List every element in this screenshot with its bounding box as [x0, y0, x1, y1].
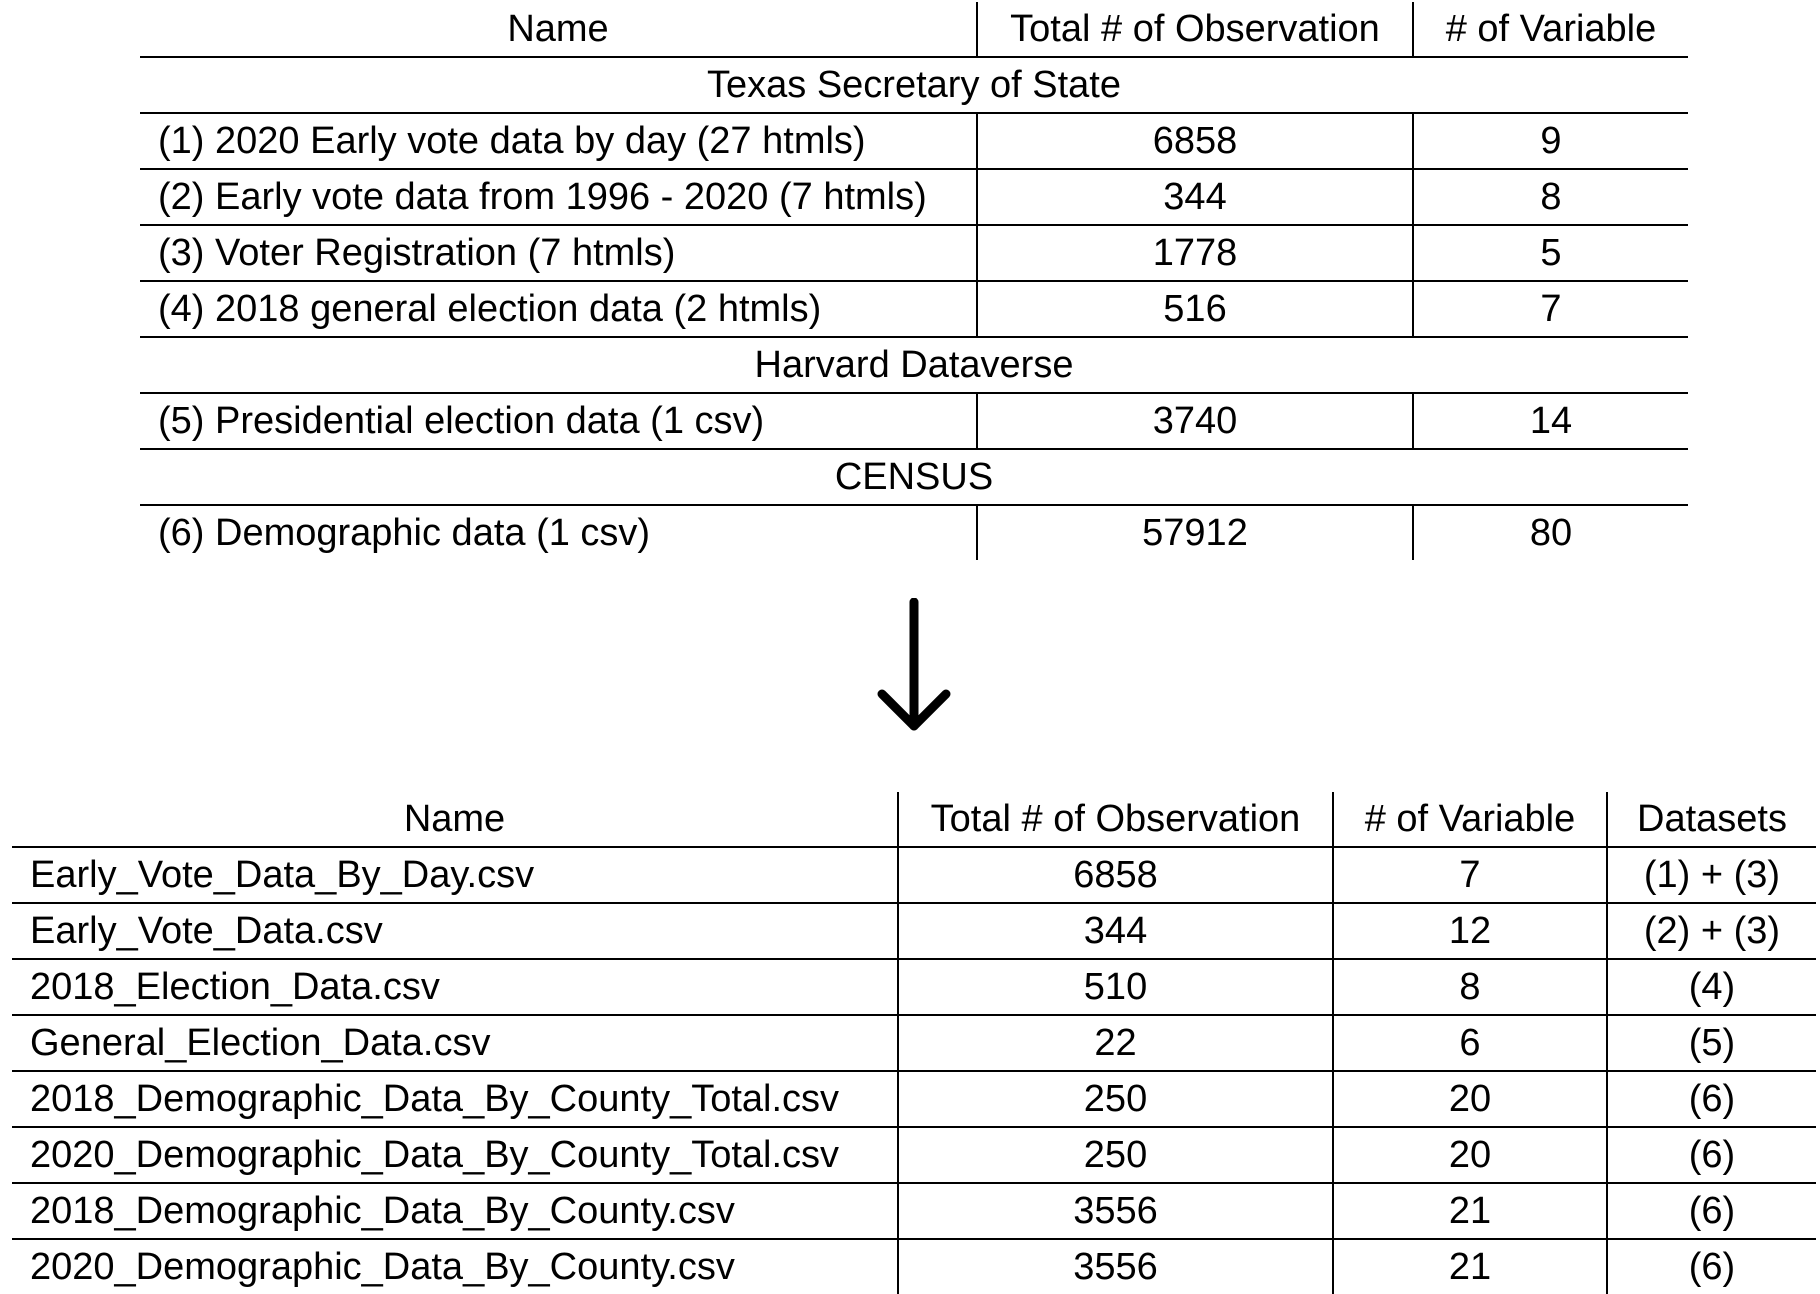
- table-row: 2020_Demographic_Data_By_County.csv 3556…: [12, 1239, 1816, 1294]
- file-name: General_Election_Data.csv: [12, 1015, 898, 1072]
- variable-count: 21: [1332, 1239, 1607, 1294]
- source-datasets: (5): [1606, 1015, 1816, 1072]
- variable-count: 8: [1412, 169, 1688, 226]
- observation-count: 22: [897, 1015, 1333, 1072]
- table-row: (2) Early vote data from 1996 - 2020 (7 …: [140, 169, 1688, 226]
- table-header-row: Name Total # of Observation # of Variabl…: [140, 2, 1688, 58]
- section-row: CENSUS: [140, 449, 1688, 506]
- table-row: 2018_Demographic_Data_By_County_Total.cs…: [12, 1071, 1816, 1128]
- section-row: Texas Secretary of State: [140, 57, 1688, 114]
- column-header-name: Name: [12, 792, 898, 848]
- variable-count: 20: [1332, 1071, 1607, 1128]
- section-row: Harvard Dataverse: [140, 337, 1688, 394]
- table-row: (5) Presidential election data (1 csv) 3…: [140, 393, 1688, 450]
- observation-count: 250: [897, 1127, 1333, 1184]
- column-header-observations: Total # of Observation: [976, 2, 1413, 58]
- dataset-name: (6) Demographic data (1 csv): [158, 512, 651, 554]
- section-title: CENSUS: [140, 449, 1688, 506]
- observation-count: 3556: [897, 1183, 1333, 1240]
- variable-count: 5: [1412, 225, 1688, 282]
- variable-count: 12: [1332, 903, 1607, 960]
- observation-count: 6858: [897, 847, 1333, 904]
- observation-count: 6858: [976, 113, 1413, 170]
- variable-count: 6: [1332, 1015, 1607, 1072]
- source-datasets-table: Name Total # of Observation # of Variabl…: [140, 2, 1688, 560]
- table-row: Early_Vote_Data_By_Day.csv 6858 7 (1) + …: [12, 847, 1816, 904]
- variable-count: 7: [1332, 847, 1607, 904]
- table-row: 2018_Demographic_Data_By_County.csv 3556…: [12, 1183, 1816, 1240]
- down-arrow-icon: [877, 598, 951, 731]
- variable-count: 14: [1412, 393, 1688, 450]
- output-files-table: Name Total # of Observation # of Variabl…: [12, 792, 1816, 1294]
- file-name: 2018_Demographic_Data_By_County_Total.cs…: [12, 1071, 898, 1128]
- file-name: 2018_Demographic_Data_By_County.csv: [12, 1183, 898, 1240]
- file-name: Early_Vote_Data_By_Day.csv: [12, 847, 898, 904]
- variable-count: 7: [1412, 281, 1688, 338]
- source-datasets: (6): [1606, 1071, 1816, 1128]
- table-row: (4) 2018 general election data (2 htmls)…: [140, 281, 1688, 338]
- table-row: (6) Demographic data (1 csv) 57912 80: [140, 505, 1688, 560]
- source-datasets: (2) + (3): [1606, 903, 1816, 960]
- dataset-name: (5) Presidential election data (1 csv): [140, 393, 977, 450]
- observation-count: 516: [976, 281, 1413, 338]
- source-datasets: (6): [1606, 1239, 1816, 1294]
- file-name: 2020_Demographic_Data_By_County.csv: [30, 1246, 735, 1288]
- source-datasets: (6): [1606, 1183, 1816, 1240]
- column-header-variables: # of Variable: [1412, 2, 1688, 58]
- section-title: Harvard Dataverse: [140, 337, 1688, 394]
- table-row: 2018_Election_Data.csv 510 8 (4): [12, 959, 1816, 1016]
- dataset-name: (1) 2020 Early vote data by day (27 html…: [140, 113, 977, 170]
- variable-count: 8: [1332, 959, 1607, 1016]
- observation-count: 57912: [976, 505, 1413, 560]
- file-name: 2020_Demographic_Data_By_County_Total.cs…: [12, 1127, 898, 1184]
- source-datasets: (1) + (3): [1606, 847, 1816, 904]
- file-name: 2018_Election_Data.csv: [12, 959, 898, 1016]
- column-header-datasets: Datasets: [1606, 792, 1816, 848]
- source-datasets: (6): [1606, 1127, 1816, 1184]
- table-row: (3) Voter Registration (7 htmls) 1778 5: [140, 225, 1688, 282]
- observation-count: 3740: [976, 393, 1413, 450]
- source-datasets: (4): [1606, 959, 1816, 1016]
- table-row: Early_Vote_Data.csv 344 12 (2) + (3): [12, 903, 1816, 960]
- dataset-name: (4) 2018 general election data (2 htmls): [140, 281, 977, 338]
- file-name: Early_Vote_Data.csv: [12, 903, 898, 960]
- dataset-name: (2) Early vote data from 1996 - 2020 (7 …: [140, 169, 977, 226]
- variable-count: 21: [1332, 1183, 1607, 1240]
- table-row: General_Election_Data.csv 22 6 (5): [12, 1015, 1816, 1072]
- observation-count: 250: [897, 1071, 1333, 1128]
- variable-count: 80: [1412, 505, 1688, 560]
- dataset-name: (3) Voter Registration (7 htmls): [140, 225, 977, 282]
- variable-count: 20: [1332, 1127, 1607, 1184]
- column-header-observations: Total # of Observation: [897, 792, 1333, 848]
- table-row: 2020_Demographic_Data_By_County_Total.cs…: [12, 1127, 1816, 1184]
- observation-count: 344: [897, 903, 1333, 960]
- section-title: Texas Secretary of State: [140, 57, 1688, 114]
- column-header-name: Name: [140, 2, 977, 58]
- column-header-variables: # of Variable: [1332, 792, 1607, 848]
- table-row: (1) 2020 Early vote data by day (27 html…: [140, 113, 1688, 170]
- observation-count: 510: [897, 959, 1333, 1016]
- variable-count: 9: [1412, 113, 1688, 170]
- table-header-row: Name Total # of Observation # of Variabl…: [12, 792, 1816, 848]
- observation-count: 3556: [897, 1239, 1333, 1294]
- observation-count: 344: [976, 169, 1413, 226]
- observation-count: 1778: [976, 225, 1413, 282]
